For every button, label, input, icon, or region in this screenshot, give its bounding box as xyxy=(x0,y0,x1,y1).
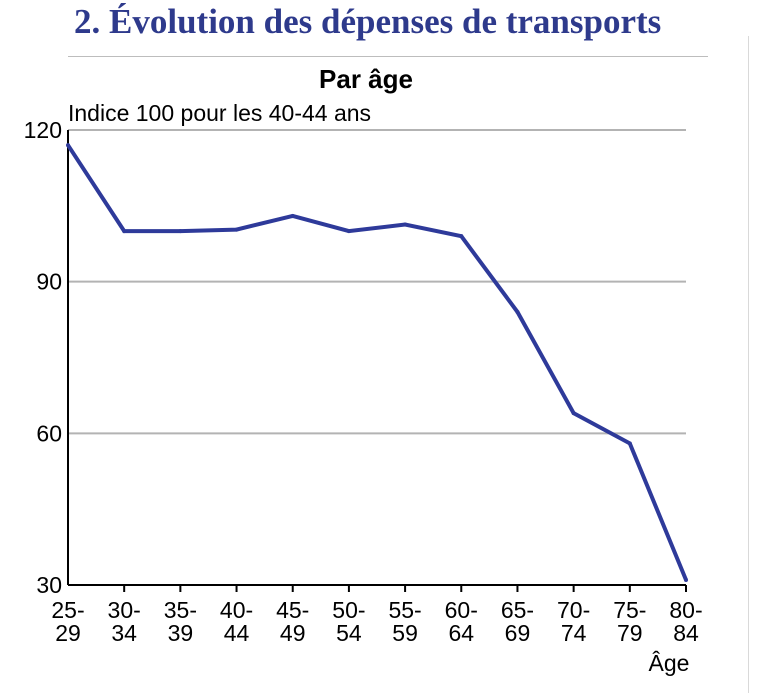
y-tick-label-90: 90 xyxy=(36,269,62,295)
x-tick-label-9: 70-74 xyxy=(557,597,590,646)
data-point-5 xyxy=(346,229,351,234)
data-point-6 xyxy=(403,222,408,227)
x-tick-label-5: 50-54 xyxy=(332,597,365,646)
x-tick-label-6: 55-59 xyxy=(388,597,421,646)
x-axis-label: Âge xyxy=(649,650,690,676)
series-layer xyxy=(66,143,688,582)
side-divider xyxy=(748,36,749,693)
title-divider xyxy=(68,56,708,57)
x-tick-label-8: 65-69 xyxy=(501,597,534,646)
y-tick-label-120: 120 xyxy=(24,117,62,143)
data-point-2 xyxy=(178,229,183,234)
x-tick-label-1: 30-34 xyxy=(108,597,141,646)
data-point-7 xyxy=(459,234,464,239)
x-tick-label-3: 40-44 xyxy=(220,597,253,646)
data-point-9 xyxy=(571,411,576,416)
x-tick-label-10: 75-79 xyxy=(613,597,646,646)
axes xyxy=(67,130,687,592)
x-tick-label-0: 25-29 xyxy=(51,597,84,646)
data-point-11 xyxy=(684,577,688,582)
page-title: 2. Évolution des dépenses de transports xyxy=(74,2,662,41)
gridlines xyxy=(68,129,686,435)
data-point-10 xyxy=(627,441,632,446)
data-point-4 xyxy=(290,213,295,218)
x-tick-label-11: 80-84 xyxy=(669,597,702,646)
data-point-8 xyxy=(515,310,520,314)
x-tick-label-2: 35-39 xyxy=(164,597,197,646)
tick-labels: 30 60 90 120 25-29 30-34 35-39 40-44 45-49 50-54 5… xyxy=(24,117,703,646)
chart-subtitle: Indice 100 pour les 40-44 ans xyxy=(68,100,371,126)
y-tick-label-60: 60 xyxy=(36,420,62,446)
series-line-0 xyxy=(66,144,688,581)
chart-title: Par âge xyxy=(319,64,413,94)
data-point-1 xyxy=(122,229,127,234)
y-tick-label-30: 30 xyxy=(36,572,62,598)
x-tick-label-4: 45-49 xyxy=(276,597,309,646)
x-tick-label-7: 60-64 xyxy=(445,597,478,646)
data-point-3 xyxy=(234,227,239,232)
data-point-0 xyxy=(66,143,70,148)
